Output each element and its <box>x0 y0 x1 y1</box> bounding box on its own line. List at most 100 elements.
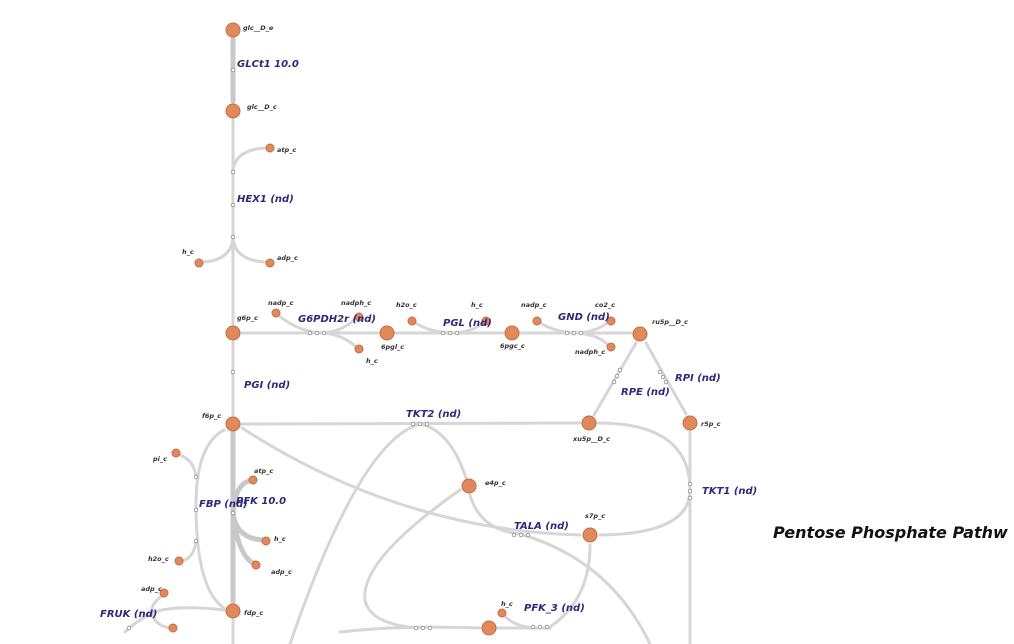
fruk-edge[interactable] <box>123 606 226 634</box>
metabolite-nadph-gnd[interactable] <box>606 342 616 352</box>
tkt1-edge[interactable] <box>596 421 692 537</box>
metabolite-atp-hex[interactable] <box>265 143 275 153</box>
metabolite-adp-fruk[interactable] <box>159 588 169 598</box>
label-h-pgl: h_c <box>471 301 483 309</box>
midpoint-marker <box>687 481 693 487</box>
reaction-label-rpi[interactable]: RPI (nd) <box>675 373 721 384</box>
metabolite-glc-e[interactable] <box>225 22 241 38</box>
label-nadp-gnd: nadp_c <box>521 301 547 309</box>
midpoint-marker <box>193 538 199 544</box>
metabolite-atp-pfk[interactable] <box>248 475 258 485</box>
reaction-label-hex1[interactable]: HEX1 (nd) <box>237 194 294 205</box>
metabolite-g6p[interactable] <box>225 325 241 341</box>
label-6pgc: 6pgc_c <box>500 342 525 350</box>
metabolite-s7p[interactable] <box>582 527 598 543</box>
midpoint-marker <box>447 330 453 336</box>
reaction-label-glct1[interactable]: GLCt1 10.0 <box>237 59 299 70</box>
metabolite-adp-hex[interactable] <box>265 258 275 268</box>
metabolite-fdp[interactable] <box>225 603 241 619</box>
label-nadph-g6: nadph_c <box>341 299 371 307</box>
midpoint-marker <box>321 330 327 336</box>
midpoint-marker <box>230 169 236 175</box>
reaction-label-rpe[interactable]: RPE (nd) <box>621 387 670 398</box>
metabolite-nadp-g6[interactable] <box>271 308 281 318</box>
fbp-edge[interactable] <box>194 428 226 610</box>
metabolite-nadp-gnd[interactable] <box>532 316 542 326</box>
metabolite-g3p[interactable] <box>481 620 497 636</box>
metabolite-r5p[interactable] <box>682 415 698 431</box>
tkt2-e4p-edge <box>418 422 468 480</box>
reaction-label-fbp[interactable]: FBP (nd) <box>199 499 248 510</box>
hex1-adp-edge <box>231 235 267 264</box>
reaction-label-g6pdh2r[interactable]: G6PDH2r (nd) <box>298 314 376 325</box>
midpoint-marker <box>420 625 426 631</box>
reaction-label-fruk[interactable]: FRUK (nd) <box>100 609 157 620</box>
metabolite-co2[interactable] <box>606 316 616 326</box>
g6pdh2r-nadp-edge <box>276 313 327 335</box>
reaction-label-pfk3[interactable]: PFK_3 (nd) <box>524 603 585 614</box>
pfk3-edge[interactable] <box>338 625 482 634</box>
midpoint-marker <box>230 234 236 240</box>
metabolite-nadph-g6[interactable] <box>354 312 364 322</box>
midpoint-marker <box>614 373 620 379</box>
midpoint-marker <box>544 624 550 630</box>
metabolite-ru5p[interactable] <box>632 326 648 342</box>
midpoint-marker <box>314 330 320 336</box>
midpoint-marker <box>230 510 236 516</box>
midpoint-marker <box>525 532 531 538</box>
metabolite-xu5p[interactable] <box>581 415 597 431</box>
label-h-pfk3: h_c <box>501 600 513 608</box>
label-h2o-fbp: h2o_c <box>148 555 169 563</box>
midpoint-marker <box>530 624 536 630</box>
tala-lower-edge <box>518 532 652 644</box>
reaction-label-pgl[interactable]: PGL (nd) <box>443 318 492 329</box>
label-xu5p: xu5p__D_c <box>572 435 610 443</box>
metabolite-h-pgl[interactable] <box>481 316 491 326</box>
hex1-h-edge <box>201 235 235 264</box>
metabolite-h2o-fbp[interactable] <box>174 556 184 566</box>
metabolite-pi-fbp[interactable] <box>171 448 181 458</box>
label-glc-c: glc__D_c <box>247 103 277 111</box>
rpe-edge[interactable] <box>592 341 638 417</box>
midpoint-marker <box>454 330 460 336</box>
metabolite-h-pfk3[interactable] <box>497 608 507 618</box>
midpoint-marker <box>663 379 669 385</box>
midpoint-marker <box>518 532 524 538</box>
reaction-label-tala[interactable]: TALA (nd) <box>514 521 569 532</box>
reaction-label-gnd[interactable]: GND (nd) <box>558 312 610 323</box>
metabolite-glc-c[interactable] <box>225 103 241 119</box>
tala-e4p-edge <box>468 493 522 536</box>
metabolite-6pgc[interactable] <box>504 325 520 341</box>
rpi-edge[interactable] <box>644 341 688 416</box>
pfk-adp-edge <box>230 510 256 566</box>
midpoint-marker <box>617 367 623 373</box>
metabolite-6pgl[interactable] <box>379 325 395 341</box>
metabolite-h-g6[interactable] <box>354 344 364 354</box>
fbp-pi-edge <box>178 453 198 479</box>
midpoint-marker <box>571 330 577 336</box>
label-adp-hex: adp_c <box>277 254 298 262</box>
label-ru5p: ru5p__D_c <box>652 318 688 326</box>
metabolite-f6p[interactable] <box>225 416 241 432</box>
metabolite-e4p[interactable] <box>461 478 477 494</box>
metabolite-h-pfk[interactable] <box>261 536 271 546</box>
metabolite-labels: glc__D_e glc__D_c atp_c h_c adp_c g6p_c … <box>141 24 721 617</box>
metabolite-h-hex[interactable] <box>194 258 204 268</box>
metabolite-h2o-pgl[interactable] <box>407 316 417 326</box>
midpoint-marker <box>657 369 663 375</box>
reaction-label-pgi[interactable]: PGI (nd) <box>244 380 290 391</box>
metabolite-nodes <box>159 22 698 636</box>
midpoint-marker <box>413 625 419 631</box>
midpoint-marker <box>687 495 693 501</box>
tala-edge[interactable] <box>240 426 582 537</box>
midpoint-marker <box>230 369 236 375</box>
metabolite-h-fruk[interactable] <box>168 623 178 633</box>
gnd-co2-edge <box>578 320 610 335</box>
label-6pgl: 6pgl_c <box>381 343 404 351</box>
gnd-nadph-edge <box>578 331 610 347</box>
reaction-label-pfk[interactable]: PFK 10.0 <box>236 496 286 507</box>
metabolite-adp-pfk[interactable] <box>251 560 261 570</box>
reaction-label-tkt2[interactable]: TKT2 (nd) <box>406 409 461 420</box>
reaction-label-tkt1[interactable]: TKT1 (nd) <box>702 486 757 497</box>
